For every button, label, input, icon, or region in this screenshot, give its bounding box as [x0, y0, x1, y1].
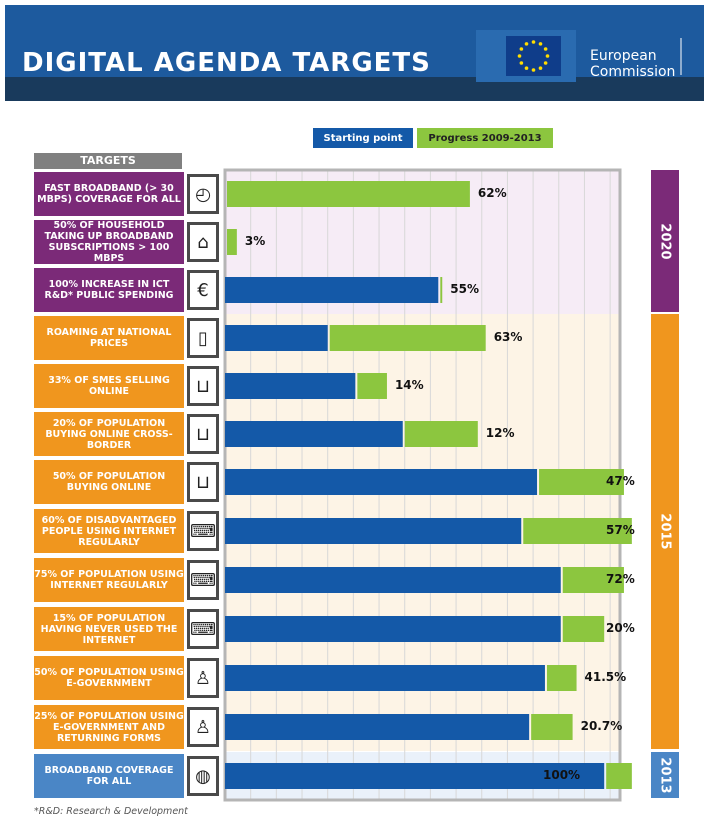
bar-starting-point — [225, 567, 561, 593]
target-label: 50% OF POPULATION BUYING ONLINE — [34, 460, 184, 504]
eu-star — [519, 47, 524, 51]
bar-starting-point — [225, 277, 439, 303]
bar-progress — [440, 277, 443, 303]
bar-progress — [523, 518, 632, 544]
year-group-2020: 2020 — [651, 170, 679, 312]
computer-wifi-icon: ⌨ — [187, 609, 219, 649]
year-group-2013: 2013 — [651, 752, 679, 798]
value-label: 3% — [244, 234, 266, 248]
bar-progress — [357, 373, 387, 399]
bar-starting-point — [225, 518, 522, 544]
bar-starting-point — [225, 714, 530, 740]
bar-starting-point — [225, 616, 561, 642]
value-label: 72% — [606, 572, 635, 586]
bar-starting-point — [225, 373, 356, 399]
target-label: 20% OF POPULATION BUYING ONLINE CROSS-BO… — [34, 412, 184, 456]
bar-progress — [539, 469, 624, 495]
target-label: 50% OF HOUSEHOLD TAKING UP BROADBAND SUB… — [34, 220, 184, 264]
value-label: 20% — [606, 621, 635, 635]
year-group-2015: 2015 — [651, 314, 679, 749]
person-icon: ♙ — [187, 658, 219, 698]
target-label: BROADBAND COVERAGE FOR ALL — [34, 754, 184, 798]
eu-flag-logo — [476, 30, 682, 82]
bar-progress — [606, 763, 632, 789]
bar-progress — [329, 325, 486, 351]
value-label: 62% — [477, 186, 507, 200]
bar-starting-point — [225, 469, 538, 495]
target-label: 100% INCREASE IN ICT R&D* PUBLIC SPENDIN… — [34, 268, 184, 312]
eu-star — [543, 61, 548, 65]
globe-computer-icon: ◍ — [187, 756, 219, 796]
target-label: 75% OF POPULATION USING INTERNET REGULAR… — [34, 558, 184, 602]
computer-wifi-icon: ⌨ — [187, 560, 219, 600]
target-label: FAST BROADBAND (> 30 MBPS) COVERAGE FOR … — [34, 172, 184, 216]
mobile-phone-icon: ▯ — [187, 318, 219, 358]
euro-icon: € — [187, 270, 219, 310]
legend-starting-point: Starting point — [313, 128, 413, 148]
bar-starting-point — [225, 325, 328, 351]
speedometer-icon: ◴ — [187, 174, 219, 214]
eu-star — [517, 54, 522, 58]
eu-star — [531, 40, 536, 44]
person-icon: ♙ — [187, 707, 219, 747]
computer-wifi-icon: ⌨ — [187, 511, 219, 551]
legend-progress: Progress 2009-2013 — [417, 128, 553, 148]
org-name-line2: Commission — [590, 64, 676, 80]
year-label: 2015 — [657, 513, 673, 550]
eu-star — [524, 42, 529, 46]
eu-star — [538, 42, 543, 46]
year-label: 2013 — [657, 756, 673, 794]
eu-star — [543, 47, 548, 51]
bar-progress — [531, 714, 573, 740]
target-label: 60% OF DISADVANTAGED PEOPLE USING INTERN… — [34, 509, 184, 553]
target-label: ROAMING AT NATIONAL PRICES — [34, 316, 184, 360]
footnote: *R&D: Research & Development — [34, 806, 188, 817]
value-label: 63% — [493, 330, 523, 344]
bar-starting-point — [225, 421, 403, 447]
org-name-line1: European — [590, 48, 657, 64]
value-label: 100% — [543, 768, 581, 782]
shopping-basket-icon: ⊔ — [187, 366, 219, 406]
house-icon: ⌂ — [187, 222, 219, 262]
header-strip — [5, 77, 704, 101]
eu-star — [545, 54, 550, 58]
bar-progress — [562, 616, 605, 642]
value-label: 47% — [606, 474, 635, 488]
eu-star — [519, 61, 524, 65]
target-label: 25% OF POPULATION USING E-GOVERNMENT AND… — [34, 705, 184, 749]
target-label: 15% OF POPULATION HAVING NEVER USED THE … — [34, 607, 184, 651]
eu-star — [531, 68, 536, 72]
value-label: 20.7% — [580, 719, 623, 733]
bar-progress — [404, 421, 478, 447]
bar-progress — [227, 229, 237, 255]
shopping-basket-icon: ⊔ — [187, 462, 219, 502]
shopping-basket-icon: ⊔ — [187, 414, 219, 454]
targets-header: TARGETS — [34, 153, 182, 169]
page-title: DIGITAL AGENDA TARGETS — [22, 48, 431, 78]
value-label: 41.5% — [584, 670, 627, 684]
eu-star — [538, 66, 543, 70]
eu-star — [524, 66, 529, 70]
target-label: 50% OF POPULATION USING E-GOVERNMENT — [34, 656, 184, 700]
value-label: 14% — [394, 378, 424, 392]
bar-progress — [546, 665, 577, 691]
value-label: 12% — [485, 426, 515, 440]
bar-progress — [227, 181, 470, 207]
bar-starting-point — [225, 763, 605, 789]
bar-progress — [562, 567, 624, 593]
bar-starting-point — [225, 665, 545, 691]
year-label: 2020 — [657, 222, 673, 260]
value-label: 57% — [606, 523, 635, 537]
target-label: 33% OF SMES SELLING ONLINE — [34, 364, 184, 408]
value-label: 55% — [450, 282, 479, 296]
